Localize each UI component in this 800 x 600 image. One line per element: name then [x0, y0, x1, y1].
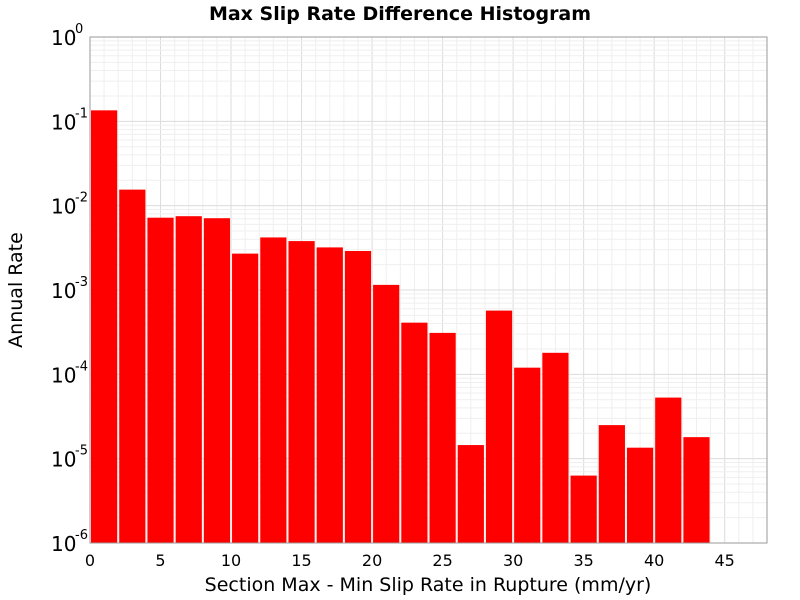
y-tick-exponent: -4: [75, 359, 88, 374]
histogram-bar: [232, 253, 259, 543]
histogram-bar: [401, 322, 428, 543]
y-tick-exponent: -1: [75, 106, 88, 121]
y-tick-exponent: -6: [75, 528, 88, 543]
x-tick-label: 35: [573, 551, 593, 570]
histogram-bar: [683, 437, 710, 543]
y-tick-label: 10-1: [51, 106, 88, 134]
x-tick-label: 0: [85, 551, 95, 570]
y-tick-label: 10-6: [51, 528, 88, 556]
histogram-bar: [288, 241, 315, 543]
histogram-bar: [542, 352, 569, 543]
histogram-bar: [429, 332, 456, 543]
y-tick-base: 10: [51, 110, 76, 134]
histogram-bar: [655, 397, 682, 543]
histogram-bar: [570, 475, 597, 543]
plot-area-frame: [89, 36, 768, 544]
y-tick-base: 10: [51, 448, 76, 472]
histogram-bar: [91, 110, 118, 543]
y-tick-base: 10: [51, 26, 76, 50]
x-tick-label: 45: [715, 551, 735, 570]
bars: [91, 110, 710, 543]
histogram-bar: [485, 310, 513, 543]
y-tick-label: 10-2: [51, 191, 88, 219]
histogram-bar: [119, 189, 146, 543]
histogram-bar: [147, 217, 174, 543]
y-tick-label: 10-5: [51, 444, 88, 472]
histogram-bar: [373, 284, 400, 543]
x-tick-label: 40: [644, 551, 664, 570]
y-tick-base: 10: [51, 363, 76, 387]
y-tick-label: 100: [51, 22, 83, 50]
x-tick-label: 30: [503, 551, 523, 570]
chart-title: Max Slip Rate Difference Histogram: [209, 3, 591, 25]
grid: [90, 37, 767, 544]
y-tick-exponent: -2: [75, 191, 88, 206]
histogram-bar: [457, 445, 484, 543]
x-tick-label: 10: [221, 551, 241, 570]
y-tick-exponent: -3: [75, 275, 88, 290]
histogram-bar: [203, 218, 231, 543]
y-tick-exponent: -5: [75, 444, 88, 459]
histogram-bar: [626, 447, 654, 543]
histogram-bar: [316, 247, 343, 543]
x-tick-label: 20: [362, 551, 382, 570]
histogram-bar: [260, 237, 287, 543]
x-tick-labels: 0 5 10 15 20 25 30 35 40 45: [85, 551, 735, 570]
y-tick-exponent: 0: [75, 22, 83, 37]
x-tick-label: 25: [432, 551, 452, 570]
histogram-bar: [514, 367, 541, 543]
y-tick-label: 10-3: [51, 275, 88, 303]
histogram-bar: [175, 216, 202, 543]
y-tick-base: 10: [51, 195, 76, 219]
x-tick-label: 15: [291, 551, 311, 570]
histogram-bar: [598, 425, 625, 543]
y-axis-label: Annual Rate: [5, 232, 27, 348]
x-tick-label: 5: [155, 551, 165, 570]
histogram-bar: [344, 251, 372, 543]
y-tick-label: 10-4: [51, 359, 88, 387]
x-axis-label: Section Max - Min Slip Rate in Rupture (…: [205, 574, 652, 596]
y-tick-base: 10: [51, 279, 76, 303]
y-tick-base: 10: [51, 532, 76, 556]
